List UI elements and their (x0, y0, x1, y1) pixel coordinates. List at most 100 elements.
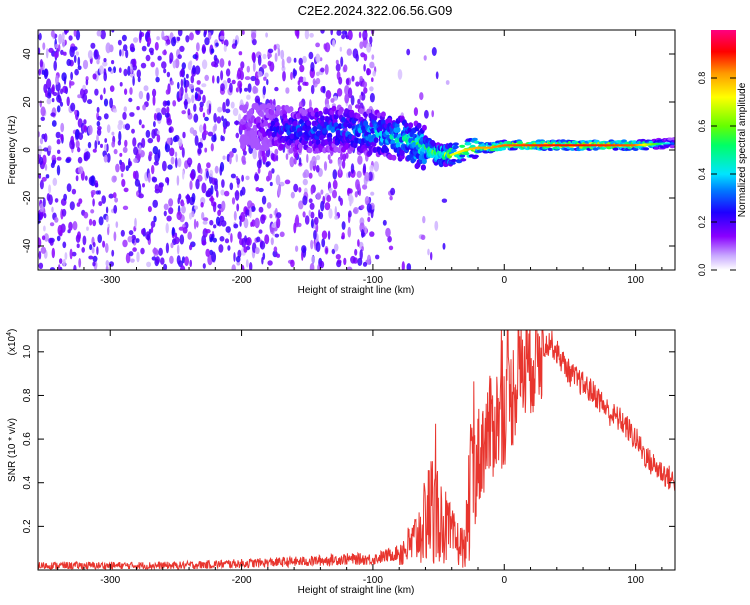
spectrogram-noise-blob (43, 68, 48, 80)
spectrogram-noise-blob (235, 153, 238, 163)
spectrogram-noise-blob (46, 98, 52, 105)
spectrogram-ridge-blob (289, 133, 295, 140)
spectrogram-noise-blob (302, 178, 308, 186)
spectrogram-noise-blob (311, 155, 317, 167)
spectrogram-noise-blob (213, 224, 217, 229)
spectrogram-noise-blob (61, 72, 67, 82)
spectrogram-noise-blob (256, 159, 262, 169)
spectrogram-noise-blob (97, 115, 102, 121)
spectrogram-noise-blob (127, 236, 133, 243)
spectrogram-noise-blob (236, 203, 240, 212)
spectrogram-noise-blob (441, 198, 448, 203)
spectrogram-noise-blob (56, 156, 62, 161)
spectrogram-noise-blob (77, 156, 83, 164)
spectrogram-noise-blob (138, 183, 142, 194)
spectrogram-x-label: Height of straight line (km) (298, 285, 415, 296)
spectrogram-noise-blob (361, 229, 365, 238)
spectrogram-noise-blob (196, 30, 200, 34)
spectrogram-noise-blob (76, 243, 80, 249)
spectrogram-noise-blob (359, 41, 364, 49)
spectrogram-noise-blob (262, 85, 266, 96)
spectrogram-noise-blob (331, 248, 336, 255)
spectrogram-noise-blob (275, 174, 281, 186)
spectrogram-noise-blob (285, 153, 289, 161)
spectrogram-noise-blob (69, 248, 73, 260)
spectrogram-noise-blob (369, 86, 374, 92)
snr-x-label: Height of straight line (km) (298, 585, 415, 596)
spectrogram-ridge-blob (452, 145, 459, 149)
spectrogram-noise-blob (102, 61, 108, 67)
spectrogram-noise-blob (320, 67, 325, 73)
spectrogram-noise-blob (366, 203, 372, 213)
spectrogram-noise-blob (308, 198, 313, 203)
spectrogram-noise-blob (220, 220, 227, 227)
spectrogram-noise-blob (58, 33, 63, 45)
spectrogram-noise-blob (235, 120, 239, 126)
spectrogram-noise-blob (326, 194, 332, 203)
spectrogram-noise-blob (369, 61, 375, 69)
spectrogram-ridge-blob (248, 108, 254, 115)
spectrogram-noise-blob (68, 221, 73, 231)
spectrogram-noise-blob (58, 97, 62, 104)
spectrogram-noise-blob (358, 31, 362, 39)
spectrogram-noise-blob (90, 209, 95, 214)
spectrogram-noise-blob (77, 65, 82, 71)
spectrogram-noise-blob (210, 48, 215, 54)
spectrogram-noise-blob (199, 168, 203, 175)
spectrogram-noise-blob (95, 190, 100, 195)
spectrogram-noise-blob (147, 206, 152, 213)
spectrogram-x-tick-label: -200 (232, 275, 252, 286)
spectrogram-noise-blob (370, 191, 375, 196)
spectrogram-ridge-blob (341, 116, 346, 123)
spectrogram-noise-blob (357, 239, 360, 247)
spectrogram-noise-blob (346, 48, 352, 56)
spectrogram-noise-blob (40, 106, 46, 117)
spectrogram-noise-blob (364, 225, 368, 235)
spectrogram-noise-blob (357, 155, 363, 165)
spectrogram-noise-blob (124, 123, 131, 131)
spectrogram-noise-blob (128, 251, 134, 257)
spectrogram-noise-blob (90, 42, 96, 49)
spectrogram-noise-blob (233, 252, 236, 262)
spectrogram-ridge-blob (612, 147, 619, 151)
spectrogram-noise-blob (308, 210, 311, 217)
spectrogram-noise-blob (113, 148, 118, 155)
colorbar-tick-label: 0.0 (697, 264, 707, 277)
spectrogram-noise-blob (310, 218, 314, 229)
spectrogram-noise-blob (241, 174, 245, 182)
spectrogram-noise-blob (239, 219, 242, 227)
spectrogram-noise-blob (176, 255, 181, 265)
spectrogram-ridge-blob (471, 137, 478, 141)
spectrogram-noise-blob (189, 259, 192, 268)
spectrogram-noise-blob (237, 80, 243, 89)
spectrogram-noise-blob (362, 81, 368, 88)
spectrogram-noise-blob (344, 93, 350, 104)
spectrogram-noise-blob (172, 100, 177, 107)
spectrogram-noise-blob (273, 246, 278, 253)
spectrogram-noise-blob (187, 108, 191, 116)
spectrogram-noise-blob (38, 47, 41, 55)
spectrogram-y-tick-label: 0 (22, 147, 33, 153)
spectrogram-noise-blob (150, 61, 155, 68)
colorbar: 0.0 0.2 0.4 0.6 0.8 Normalized spectral ampl… (697, 30, 748, 276)
spectrogram-noise-blob (96, 59, 100, 65)
spectrogram-noise-blob (354, 191, 358, 198)
spectrogram-noise-blob (215, 42, 219, 47)
spectrogram-noise-blob (251, 32, 257, 40)
spectrogram-noise-blob (363, 64, 366, 72)
spectrogram-noise-blob (336, 30, 342, 36)
colorbar-label: Normalized spectral amplitude (737, 82, 748, 217)
spectrogram-noise-blob (156, 134, 161, 143)
spectrogram-noise-blob (81, 247, 85, 253)
spectrogram-noise-blob (77, 94, 82, 99)
spectrogram-ridge-blob (307, 147, 313, 154)
spectrogram-noise-blob (56, 139, 61, 145)
spectrogram-noise-blob (224, 190, 230, 197)
spectrogram-noise-blob (127, 158, 131, 169)
spectrogram-noise-blob (302, 81, 307, 86)
spectrogram-noise-blob (274, 86, 279, 92)
spectrogram-noise-blob (220, 70, 224, 81)
spectrogram-noise-blob (293, 157, 297, 165)
spectrogram-noise-blob (83, 155, 87, 161)
spectrogram-noise-blob (206, 162, 211, 169)
